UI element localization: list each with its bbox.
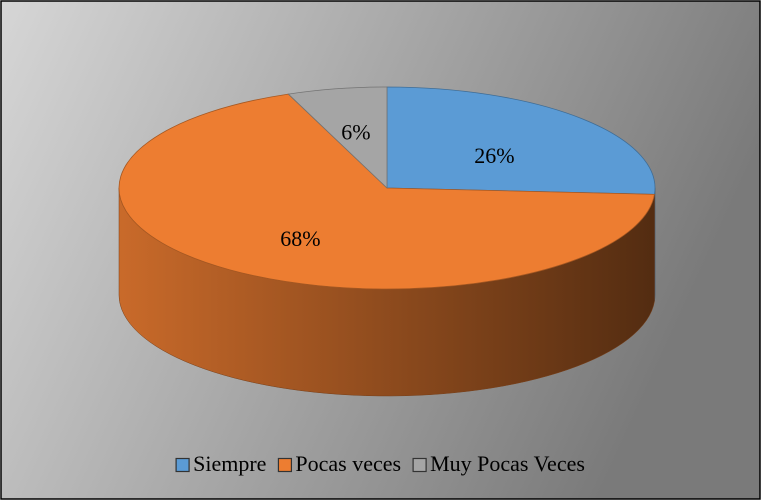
legend-swatch bbox=[175, 457, 190, 473]
legend-label: Muy Pocas Veces bbox=[430, 451, 585, 476]
legend-label: Siempre bbox=[193, 451, 266, 476]
data-label: 68% bbox=[280, 226, 320, 251]
data-label: 26% bbox=[474, 143, 514, 168]
slice bbox=[118, 93, 655, 290]
legend-swatch bbox=[277, 457, 293, 473]
data-label: 6% bbox=[341, 120, 370, 145]
slice bbox=[386, 86, 656, 195]
legend-label: Pocas veces bbox=[295, 451, 401, 476]
slice bbox=[287, 86, 388, 189]
legend: Siempre Pocas veces Muy Pocas Veces bbox=[175, 451, 585, 476]
legend-swatch bbox=[412, 457, 427, 473]
